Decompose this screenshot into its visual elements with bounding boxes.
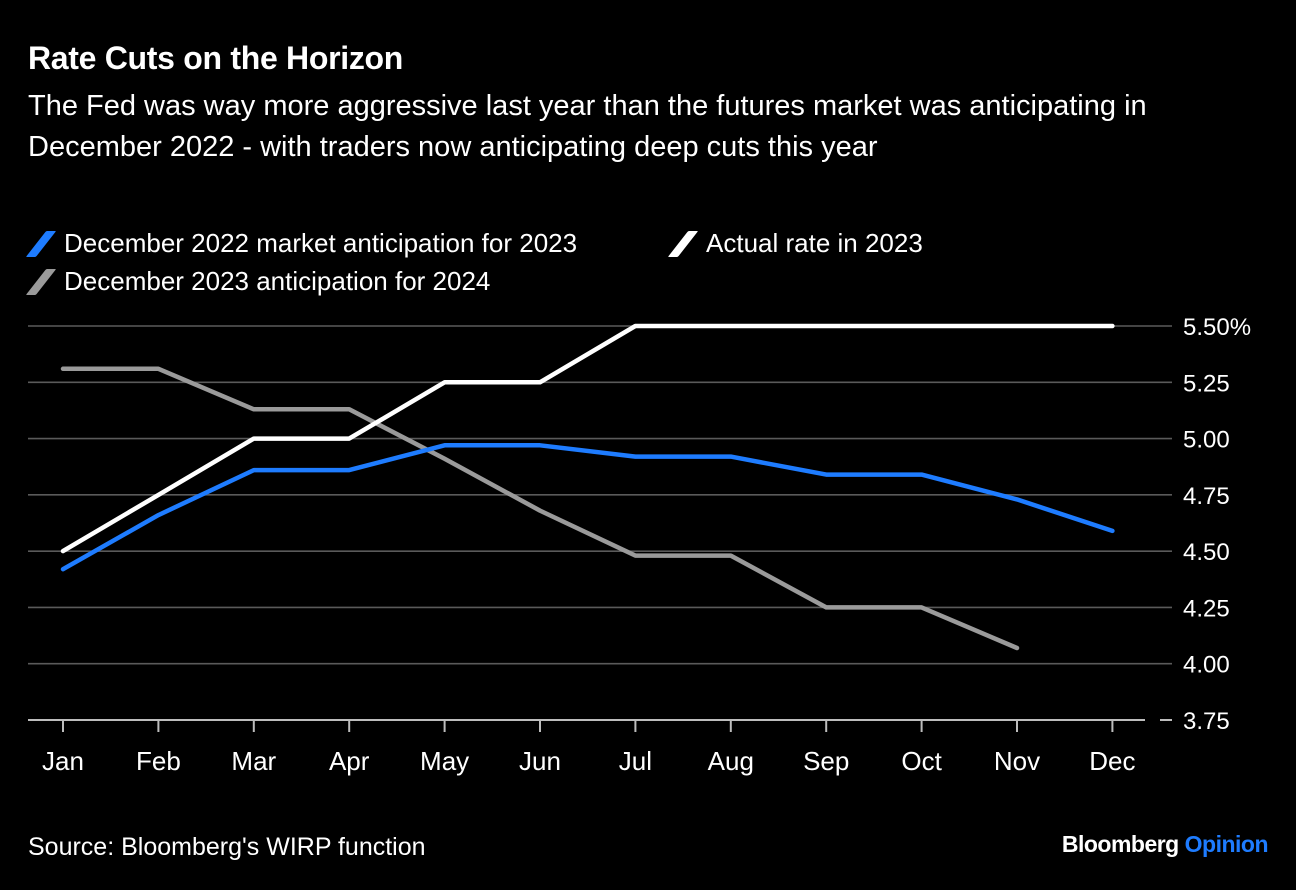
x-tick-label: Jan xyxy=(42,746,84,776)
y-tick-label: 3.75 xyxy=(1183,708,1230,735)
legend-item-dec2023: December 2023 anticipation for 2024 xyxy=(25,266,491,297)
series-line-actual-rate xyxy=(60,323,1115,554)
x-tick-label: Jul xyxy=(619,746,652,776)
legend-label-dec2022: December 2022 market anticipation for 20… xyxy=(64,228,578,258)
y-tick-label: 4.25 xyxy=(1183,595,1230,622)
line-chart: 5.50% 5.25 5.00 4.75 4.50 4.25 4.00 3.75 Jan Feb M… xyxy=(28,314,1251,776)
x-tick-label: Mar xyxy=(231,746,276,776)
legend-label-dec2023: December 2023 anticipation for 2024 xyxy=(64,266,491,296)
legend-swatch-gray xyxy=(25,268,57,295)
x-tick-label: Jun xyxy=(519,746,561,776)
brand-main: Bloomberg xyxy=(1061,831,1179,857)
x-tick-label: Apr xyxy=(329,746,370,776)
x-tick-label: May xyxy=(420,746,469,776)
chart-title: Rate Cuts on the Horizon xyxy=(28,40,404,76)
x-tick-label: Dec xyxy=(1089,746,1135,776)
brand-logo: Bloomberg Opinion xyxy=(1061,831,1269,858)
y-tick-label: 4.75 xyxy=(1183,483,1230,510)
legend-item-dec2022: December 2022 market anticipation for 20… xyxy=(25,228,578,259)
x-tick-label: Nov xyxy=(994,746,1040,776)
x-tick-label: Feb xyxy=(136,746,181,776)
y-tick-label: 5.00 xyxy=(1183,427,1230,454)
y-tick-label: 4.00 xyxy=(1183,652,1230,679)
chart-subtitle: The Fed was way more aggressive last yea… xyxy=(28,90,1147,163)
source-note: Source: Bloomberg's WIRP function xyxy=(28,833,426,861)
series-line-dec2022-anticipation xyxy=(60,443,1115,572)
brand-accent: Opinion xyxy=(1184,831,1269,857)
x-tick-label: Oct xyxy=(901,746,942,776)
legend-swatch-blue xyxy=(25,230,57,257)
legend-label-actual: Actual rate in 2023 xyxy=(706,228,923,258)
y-tick-label: 4.50 xyxy=(1183,539,1230,566)
y-tick-label: 5.25 xyxy=(1183,370,1230,397)
legend-swatch-white xyxy=(667,230,699,257)
x-tick-label: Sep xyxy=(803,746,849,776)
y-tick-label: 5.50% xyxy=(1183,314,1251,341)
x-tick-label: Aug xyxy=(708,746,754,776)
series-line-dec2023-anticipation xyxy=(60,366,1020,651)
legend-item-actual: Actual rate in 2023 xyxy=(667,228,923,259)
